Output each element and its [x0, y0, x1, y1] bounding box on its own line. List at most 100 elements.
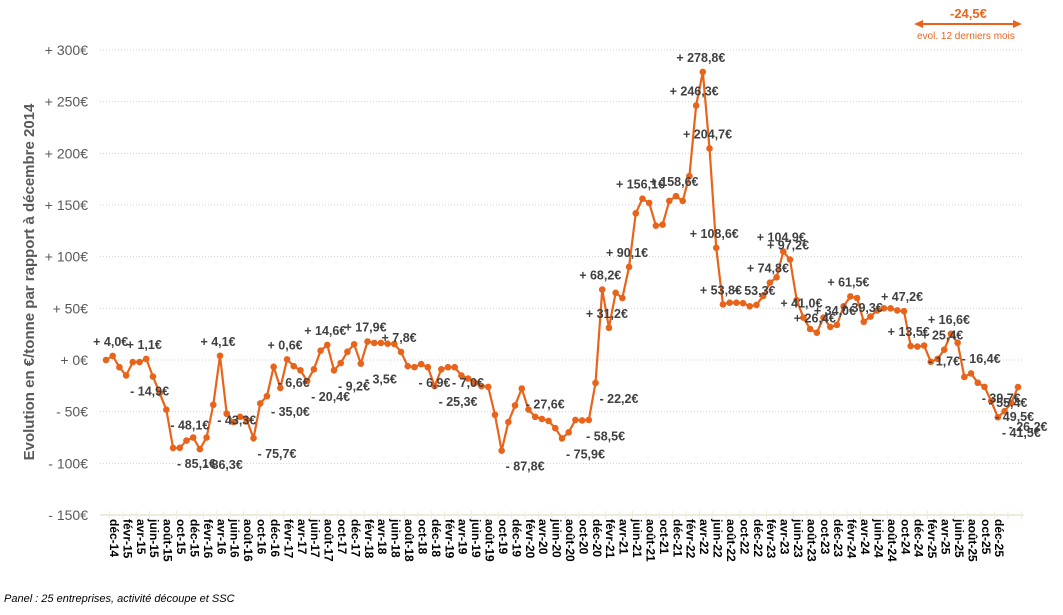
data-label: + 156,1€	[616, 178, 665, 192]
data-point	[109, 352, 117, 360]
data-point	[223, 410, 231, 418]
data-point	[136, 358, 143, 366]
data-label: - 43,3€	[217, 414, 256, 428]
data-point	[478, 382, 485, 390]
data-label: - 9,2€	[338, 379, 370, 393]
data-point	[518, 385, 526, 392]
x-tick-label: févr-15	[120, 519, 134, 559]
data-point	[196, 445, 204, 453]
data-label: + 104,9€	[757, 231, 806, 245]
data-point	[847, 293, 854, 300]
data-point	[330, 367, 338, 374]
x-tick-label: oct-24	[898, 519, 912, 555]
x-tick-label: déc-23	[831, 519, 845, 557]
x-tick-label: déc-16	[268, 519, 282, 557]
y-tick-label: - 50€	[56, 404, 88, 420]
x-tick-label: avr-23	[778, 519, 792, 555]
data-label: - 49,5€	[995, 410, 1034, 424]
data-point	[558, 435, 566, 442]
data-point	[860, 318, 868, 326]
data-label: + 1,1€	[127, 338, 162, 352]
data-point	[820, 314, 827, 321]
data-point	[122, 372, 130, 379]
data-point	[632, 209, 640, 217]
y-tick-label: + 100€	[45, 249, 88, 265]
data-label: - 48,1€	[170, 419, 209, 433]
data-label: + 158,6€	[649, 175, 698, 189]
x-tick-label: août-22	[724, 519, 738, 562]
data-point	[833, 321, 841, 329]
data-point	[350, 340, 358, 348]
x-tick-label: avr-19	[456, 519, 470, 555]
data-label: - 25,3€	[439, 395, 478, 409]
evol-12-months-label: evol. 12 derniers mois	[917, 31, 1015, 42]
x-tick-label: août-15	[161, 519, 175, 562]
x-tick-label: déc-25	[992, 519, 1006, 557]
data-point	[551, 424, 559, 432]
data-point	[458, 372, 465, 379]
x-tick-label: oct-19	[496, 519, 510, 555]
data-label: - 58,5€	[586, 429, 625, 443]
x-tick-label: août-23	[804, 519, 818, 562]
data-point	[277, 384, 284, 392]
y-tick-label: + 0€	[60, 352, 88, 368]
data-label: - 55,4€	[988, 396, 1027, 410]
x-tick-label: août-18	[402, 519, 416, 562]
data-label: + 90,1€	[606, 246, 648, 260]
x-tick-label: févr-20	[523, 519, 537, 559]
data-point	[779, 248, 787, 255]
data-point	[216, 352, 224, 360]
x-tick-label: oct-17	[335, 519, 349, 555]
x-tick-label: déc-22	[751, 519, 765, 557]
x-tick-label: août-21	[643, 519, 657, 562]
x-tick-label: déc-19	[509, 519, 523, 557]
data-point	[572, 416, 579, 424]
data-label: + 31,2€	[586, 307, 628, 321]
data-point	[505, 418, 512, 426]
data-point	[531, 413, 539, 421]
evol-12-months-value: -24,5€	[950, 6, 987, 21]
data-point	[1007, 399, 1015, 407]
data-label: + 68,2€	[579, 269, 621, 283]
x-tick-label: déc-24	[912, 519, 926, 557]
data-label: + 47,2€	[881, 290, 923, 304]
x-tick-label: févr-23	[764, 519, 778, 559]
x-tick-label: juin-21	[630, 518, 644, 558]
y-tick-label: - 100€	[48, 455, 88, 471]
x-tick-label: août-24	[885, 519, 899, 562]
data-point	[793, 296, 801, 304]
data-point	[867, 313, 874, 320]
data-point	[753, 301, 760, 309]
data-point	[451, 363, 459, 371]
x-tick-label: juin-25	[952, 518, 966, 558]
data-label: + 53,8€	[700, 283, 742, 297]
data-label: - 26,2€	[1009, 420, 1048, 434]
data-point	[263, 392, 271, 400]
data-point	[994, 413, 1002, 421]
x-tick-label: févr-21	[603, 519, 617, 559]
x-tick-label: oct-25	[979, 519, 993, 555]
data-label: - 22,2€	[600, 392, 639, 406]
data-point	[1014, 383, 1022, 391]
data-point	[464, 375, 472, 382]
data-point	[303, 377, 311, 385]
data-point	[619, 294, 626, 302]
data-point	[625, 263, 633, 271]
data-point	[484, 383, 492, 391]
data-point	[209, 401, 217, 409]
x-tick-label: févr-24	[845, 519, 859, 559]
data-point	[639, 195, 646, 202]
data-point	[612, 289, 619, 297]
data-point	[183, 437, 190, 444]
data-point	[236, 413, 244, 421]
data-label: - 85,1€	[177, 457, 216, 471]
data-point	[907, 342, 915, 350]
x-tick-label: août-17	[322, 519, 336, 562]
data-point	[344, 348, 351, 356]
data-label: + 7,8€	[382, 331, 417, 345]
x-tick-label: déc-21	[670, 519, 684, 557]
data-label: - 87,8€	[506, 460, 545, 474]
data-point	[169, 444, 177, 452]
data-point	[672, 192, 680, 200]
data-label: + 17,9€	[344, 321, 386, 335]
